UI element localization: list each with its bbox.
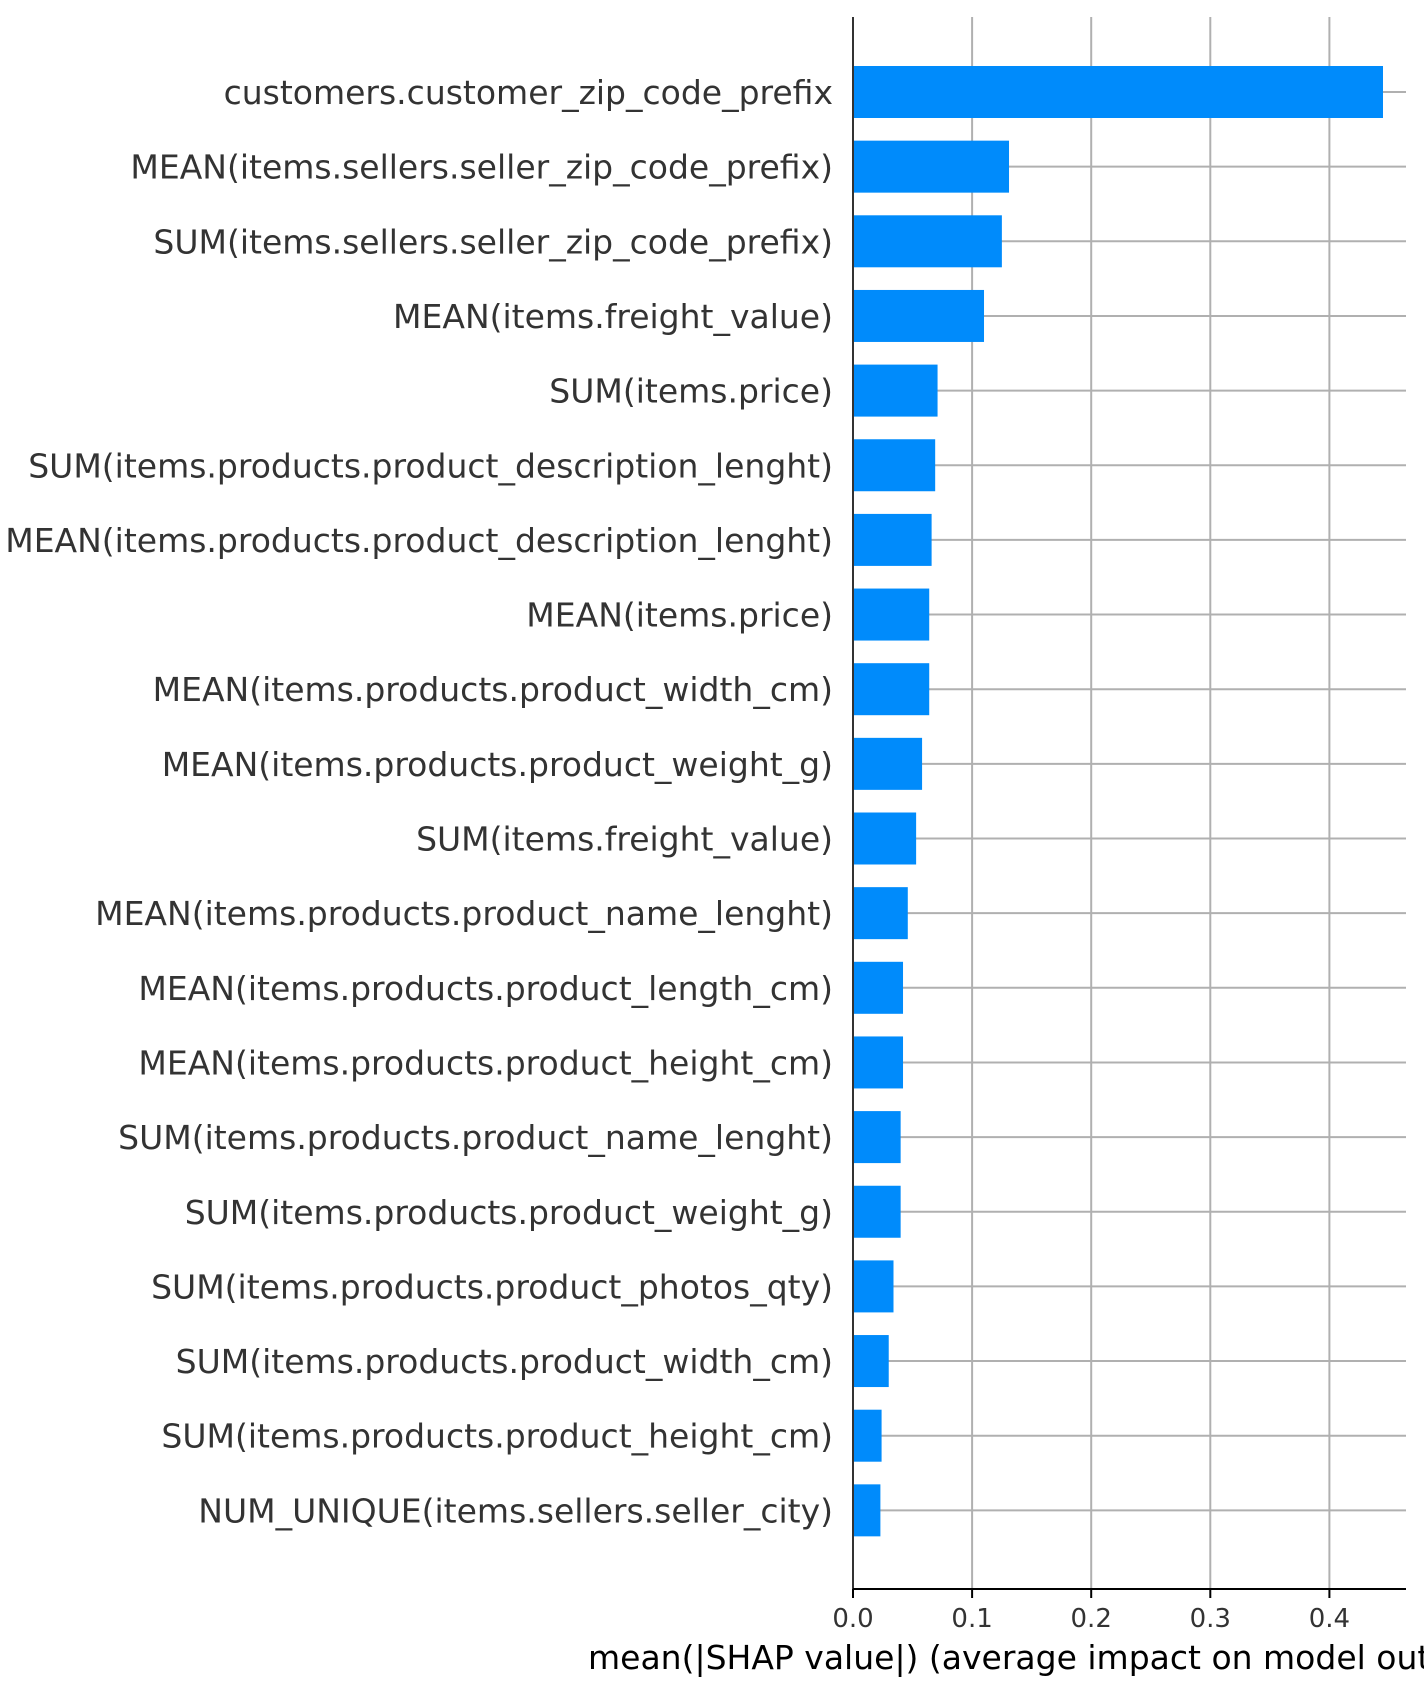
bar	[853, 215, 1002, 268]
feature-label: SUM(items.price)	[549, 372, 833, 411]
bar	[853, 1484, 881, 1537]
feature-label: SUM(items.products.product_weight_g)	[185, 1193, 833, 1232]
x-axis: 0.0 0.1 0.2 0.3 0.4	[832, 17, 1406, 1634]
bar	[853, 887, 908, 940]
feature-label: MEAN(items.products.product_length_cm)	[138, 969, 833, 1008]
feature-label: MEAN(items.freight_value)	[393, 297, 833, 336]
feature-label-layer: customers.customer_zip_code_prefix MEAN(i…	[5, 73, 833, 1530]
feature-label: MEAN(items.products.product_description_…	[5, 521, 833, 560]
feature-label: SUM(items.products.product_name_lenght)	[118, 1118, 833, 1157]
feature-label: MEAN(items.products.product_name_lenght)	[95, 894, 833, 933]
bar	[853, 1335, 889, 1388]
x-axis-title: mean(|SHAP value|) (average impact on mo…	[588, 1638, 1424, 1677]
feature-label: SUM(items.products.product_photos_qty)	[151, 1267, 833, 1306]
feature-label: SUM(items.products.product_height_cm)	[161, 1417, 833, 1456]
bar	[853, 439, 936, 492]
bar	[853, 663, 930, 716]
feature-label: MEAN(items.products.product_height_cm)	[138, 1043, 833, 1082]
bar	[853, 961, 904, 1014]
feature-label: SUM(items.sellers.seller_zip_code_prefix…	[153, 222, 833, 261]
bar	[853, 1185, 901, 1238]
bar	[853, 737, 923, 790]
feature-label: MEAN(items.products.product_width_cm)	[153, 670, 833, 709]
bar	[853, 289, 985, 342]
x-tick-label: 0.0	[832, 1604, 873, 1634]
bar	[853, 1036, 904, 1089]
x-tick-label: 0.4	[1309, 1604, 1350, 1634]
feature-label: SUM(items.products.product_description_l…	[28, 446, 833, 485]
x-tick-label: 0.2	[1071, 1604, 1112, 1634]
feature-label: SUM(items.freight_value)	[416, 820, 833, 859]
bar	[853, 140, 1010, 193]
feature-label: customers.customer_zip_code_prefix	[224, 73, 833, 112]
bar	[853, 588, 930, 641]
bar	[853, 1409, 882, 1462]
bar	[853, 1260, 894, 1313]
feature-label: MEAN(items.sellers.seller_zip_code_prefi…	[130, 148, 833, 187]
feature-label: SUM(items.products.product_width_cm)	[176, 1342, 833, 1381]
x-tick-label: 0.1	[951, 1604, 992, 1634]
feature-label: NUM_UNIQUE(items.sellers.seller_city)	[198, 1491, 833, 1530]
bar-layer	[853, 66, 1383, 1537]
bar	[853, 364, 938, 417]
feature-label: MEAN(items.price)	[526, 596, 833, 635]
bar	[853, 513, 932, 566]
bar	[853, 812, 917, 865]
x-tick-label: 0.3	[1190, 1604, 1231, 1634]
bar	[853, 66, 1383, 118]
bar	[853, 1111, 901, 1164]
feature-label: MEAN(items.products.product_weight_g)	[162, 745, 833, 784]
